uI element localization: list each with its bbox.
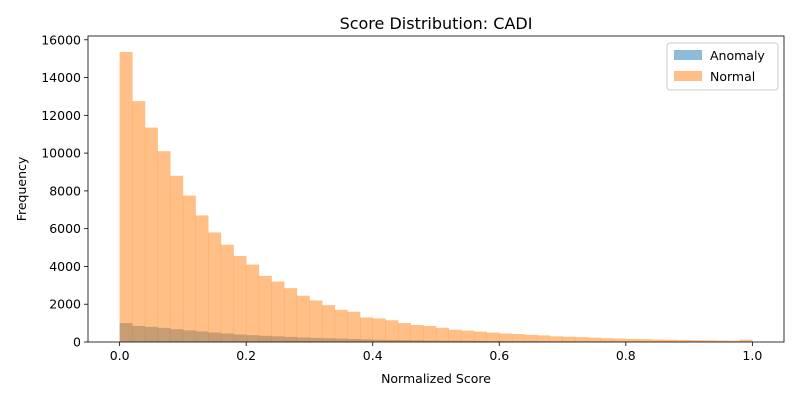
legend-swatch-anomaly	[674, 50, 702, 60]
bar-normal-49	[739, 339, 753, 342]
legend: Anomaly Normal	[666, 42, 779, 91]
bar-normal-27	[461, 330, 475, 342]
bar-normal-41	[638, 339, 652, 342]
x-tick-label-5: 1.0	[742, 348, 762, 363]
bar-normal-24	[423, 325, 437, 342]
x-tick-label-1: 0.2	[236, 348, 256, 363]
bar-normal-28	[473, 331, 487, 342]
x-tick-label-4: 0.8	[616, 348, 636, 363]
bar-normal-32	[524, 334, 538, 342]
bar-normal-36	[575, 337, 589, 342]
bar-normal-17	[334, 309, 348, 342]
x-tick-label-2: 0.4	[363, 348, 383, 363]
bar-normal-21	[385, 320, 399, 342]
bar-normal-23	[410, 325, 424, 342]
y-axis-label: Frequency	[14, 156, 29, 221]
bar-normal-35	[562, 336, 576, 342]
bar-normal-4	[170, 175, 184, 342]
bar-normal-38	[600, 338, 614, 342]
bar-normal-22	[398, 323, 411, 342]
bar-normal-7	[208, 232, 222, 342]
bar-normal-12	[271, 281, 285, 342]
bars-layer	[119, 52, 753, 343]
y-tick-label-3: 6000	[49, 221, 81, 236]
bar-normal-45	[689, 340, 703, 342]
bar-normal-40	[625, 338, 639, 342]
bar-normal-44	[676, 339, 690, 342]
bar-normal-19	[360, 317, 374, 342]
bar-normal-25	[436, 327, 449, 342]
bar-normal-14	[296, 295, 310, 342]
y-tick-label-8: 16000	[41, 32, 81, 47]
bar-normal-11	[258, 275, 272, 342]
bar-normal-1	[132, 101, 146, 343]
bar-normal-39	[613, 338, 627, 342]
bar-normal-37	[587, 337, 601, 342]
bar-normal-5	[182, 195, 196, 342]
y-tick-label-2: 4000	[49, 259, 81, 274]
ticks-layer: 0.0 0.2 0.4 0.6 0.8 1.0 0 2000 4000 6000 8000 10000…	[41, 32, 762, 363]
y-tick-label-5: 10000	[41, 146, 81, 161]
bar-normal-6	[195, 215, 209, 342]
legend-swatch-normal	[674, 71, 702, 81]
y-tick-label-4: 8000	[49, 183, 81, 198]
bar-normal-20	[372, 318, 386, 342]
bar-normal-48	[727, 340, 741, 342]
bar-normal-34	[549, 336, 563, 342]
bar-normal-30	[499, 333, 513, 342]
legend-label-normal: Normal	[710, 69, 755, 84]
x-tick-label-3: 0.6	[489, 348, 509, 363]
bar-normal-42	[651, 339, 665, 342]
bar-normal-16	[322, 305, 336, 342]
bar-normal-47	[714, 340, 728, 342]
bar-normal-29	[486, 332, 500, 342]
bar-normal-8	[220, 244, 234, 342]
bar-normal-15	[309, 300, 323, 342]
legend-label-anomaly: Anomaly	[710, 48, 765, 63]
bar-normal-3	[157, 151, 171, 342]
bar-normal-0	[119, 52, 133, 343]
y-tick-label-7: 14000	[41, 70, 81, 85]
bar-normal-26	[448, 329, 462, 342]
plot-frame	[87, 35, 785, 343]
bar-normal-13	[284, 288, 298, 342]
bar-normal-31	[511, 334, 525, 342]
y-tick-label-1: 2000	[49, 297, 81, 312]
y-tick-label-0: 0	[73, 335, 81, 350]
x-tick-label-0: 0.0	[110, 348, 130, 363]
x-axis-label: Normalized Score	[381, 371, 491, 386]
bar-normal-2	[144, 127, 158, 342]
bar-normal-33	[537, 335, 551, 342]
bar-normal-46	[701, 340, 715, 342]
bar-normal-9	[233, 256, 247, 342]
bar-normal-43	[663, 339, 677, 342]
bar-normal-10	[246, 264, 260, 342]
y-tick-label-6: 12000	[41, 108, 81, 123]
chart-title: Score Distribution: CADI	[340, 14, 533, 33]
bar-normal-18	[347, 311, 361, 342]
